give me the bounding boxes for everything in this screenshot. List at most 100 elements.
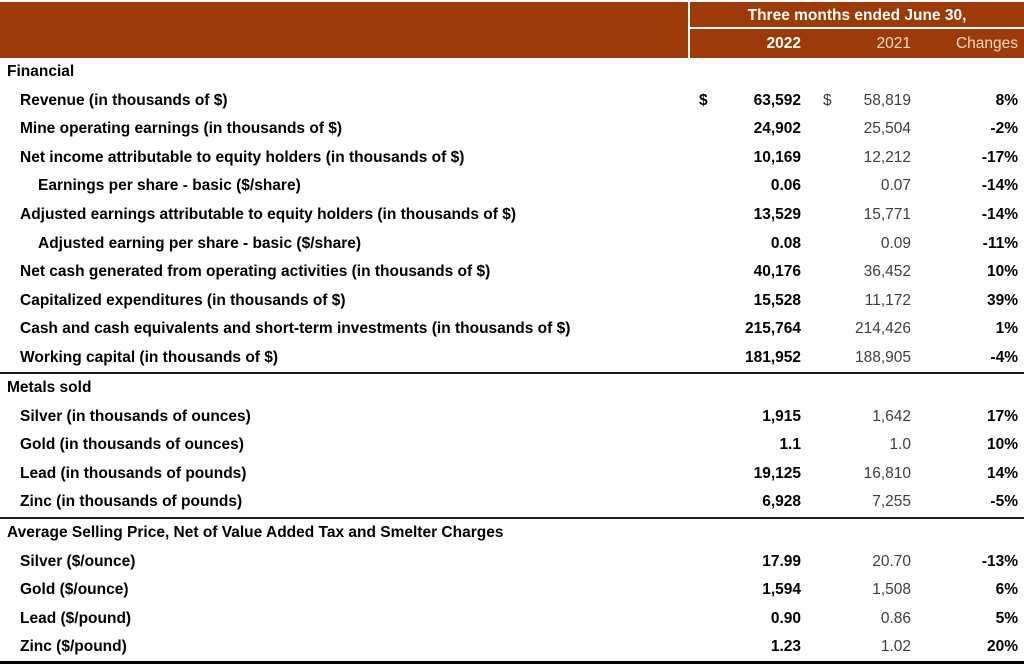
table-body: Financial Revenue (in thousands of $) $63,… [0,58,1024,665]
section-header-row: Average Selling Price, Net of Value Adde… [0,519,1024,548]
table-header-period-block: Three months ended June 30, 2022 2021 Ch… [688,2,1024,58]
change-value: 10% [986,436,1018,454]
change-value: -11% [982,234,1018,252]
value-2021: 0.86 [880,609,911,627]
row-label: Lead ($/pound) [20,609,132,627]
section-label: Metals sold [7,379,92,397]
cell-2021: 188,905 [801,349,911,367]
row-label: Adjusted earning per share - basic ($/sh… [38,234,362,252]
value-2022: 1,594 [762,581,801,599]
table-row: Lead (in thousands of pounds) 19,125 16,81… [0,460,1024,489]
table-row: Earnings per share - basic ($/share) 0.06… [0,172,1024,201]
value-2022: 17.99 [762,552,801,570]
cell-2021: 1.02 [801,638,911,656]
cell-2021: 0.09 [801,235,911,253]
row-label: Working capital (in thousands of $) [20,348,279,366]
table-row: Cash and cash equivalents and short-term… [0,315,1024,344]
cell-2021: 1,508 [801,581,911,599]
value-2021: 7,255 [872,493,911,511]
value-2022: 1,915 [762,407,801,425]
value-2022: 215,764 [744,320,801,338]
section-divider [0,372,1024,375]
value-2022: 15,528 [753,291,801,309]
change-value: 8% [995,91,1018,109]
value-2022: 10,169 [753,148,801,166]
cell-2021: 20.70 [801,553,911,571]
table-row: Mine operating earnings (in thousands of… [0,115,1024,144]
cell-2022: 1.23 [690,638,801,656]
cell-2022: 10,169 [690,149,801,167]
cell-2021: 0.07 [801,177,911,195]
value-2022: 40,176 [753,263,801,281]
table-row: Adjusted earnings attributable to equity… [0,201,1024,230]
value-2021: 1,508 [872,581,911,599]
table-row: Adjusted earning per share - basic ($/sh… [0,229,1024,258]
change-value: -4% [990,348,1018,366]
value-2021: 1,642 [872,407,911,425]
currency-symbol-2022: $ [699,91,708,109]
row-label: Mine operating earnings (in thousands of… [20,120,343,138]
value-2021: 25,504 [863,120,911,138]
cell-2021: 0.86 [801,610,911,628]
cell-2022: 1.1 [690,436,801,454]
cell-2021: 1.0 [801,436,911,454]
cell-2021: 1,642 [801,408,911,426]
value-2021: 11,172 [864,291,911,309]
section-header-row: Financial [0,58,1024,87]
table-row: Gold ($/ounce) 1,594 1,508 6% [0,576,1024,605]
cell-2022: 6,928 [690,493,801,511]
row-label: Zinc ($/pound) [20,638,127,656]
cell-2022: 0.06 [690,177,801,195]
cell-2021: 12,212 [801,149,911,167]
change-value: -14% [981,206,1018,223]
table-row: Net income attributable to equity holder… [0,144,1024,173]
value-2022: 1.23 [770,638,801,656]
currency-symbol-2021: $ [823,91,832,109]
value-2021: 58,819 [863,91,911,109]
table-row: Silver ($/ounce) 17.99 20.70 -13% [0,547,1024,576]
value-2022: 13,529 [753,206,801,223]
cell-2022: 19,125 [690,465,801,483]
cell-2021: 16,810 [801,465,911,483]
change-value: -14% [981,177,1018,195]
cell-2022: 40,176 [690,263,801,281]
value-2021: 12,212 [863,148,911,166]
cell-2022: 215,764 [690,320,801,338]
value-2021: 188,905 [854,348,911,366]
row-label: Gold ($/ounce) [20,581,129,599]
value-2022: 0.90 [770,609,801,627]
change-value: 14% [986,464,1018,482]
row-label: Earnings per share - basic ($/share) [38,177,301,195]
value-2021: 16,810 [863,464,911,482]
cell-2021: 36,452 [801,263,911,281]
value-2021: 1.02 [880,638,911,656]
value-2022: 181,952 [744,348,801,366]
cell-2021: 25,504 [801,120,911,138]
row-label: Adjusted earnings attributable to equity… [20,206,517,223]
value-2022: 1.1 [779,436,801,454]
cell-2022: $63,592 [690,92,801,110]
cell-2021: 15,771 [801,206,911,224]
cell-2022: 1,594 [690,581,801,599]
change-value: 5% [995,609,1018,627]
change-value: -5% [990,493,1018,511]
value-2022: 63,592 [753,91,801,109]
column-header-2022: 2022 [766,34,801,52]
change-value: 39% [986,291,1018,309]
cell-2022: 13,529 [690,206,801,224]
cell-2022: 17.99 [690,553,801,571]
column-header-row: 2022 2021 Changes [690,29,1024,58]
change-value: 20% [986,638,1018,656]
change-value: -13% [981,552,1018,570]
table-row: Zinc ($/pound) 1.23 1.02 20% [0,633,1024,662]
cell-2022: 24,902 [690,120,801,138]
row-label: Net income attributable to equity holder… [20,148,465,166]
table-row: Working capital (in thousands of $) 181,9… [0,343,1024,372]
value-2022: 0.08 [770,234,801,252]
table-header-band: Three months ended June 30, 2022 2021 Ch… [0,2,1024,58]
period-title: Three months ended June 30, [690,2,1024,29]
change-value: 1% [995,320,1018,338]
value-2021: 214,426 [854,320,911,338]
row-label: Zinc (in thousands of pounds) [20,493,243,511]
